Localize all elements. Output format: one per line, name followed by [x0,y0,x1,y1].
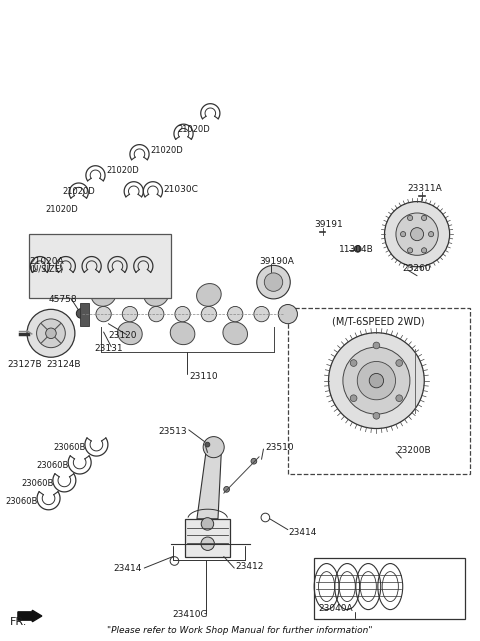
Ellipse shape [170,322,195,345]
Bar [288,308,470,474]
Bar [185,519,230,557]
Text: 23414: 23414 [288,528,316,537]
Circle shape [224,487,229,492]
Circle shape [205,442,210,447]
Text: 23060B: 23060B [53,444,86,453]
Text: 23131: 23131 [95,344,123,353]
Circle shape [408,247,413,253]
Text: 21030C: 21030C [163,185,198,194]
Text: 21020D: 21020D [46,204,78,213]
Text: 21020D: 21020D [107,166,139,176]
Text: 21020D: 21020D [177,126,210,135]
Text: 23060B: 23060B [21,479,54,488]
Circle shape [373,412,380,419]
Bar [80,303,89,326]
Text: 23127B: 23127B [7,360,42,369]
Circle shape [354,246,361,252]
Text: (M/T-6SPEED 2WD): (M/T-6SPEED 2WD) [333,317,425,327]
Text: 23060B: 23060B [5,497,38,506]
Text: FR.: FR. [10,617,28,627]
Text: 23110: 23110 [190,372,218,381]
Circle shape [46,328,56,338]
Text: 23260: 23260 [403,263,431,272]
Text: (U/SIZE): (U/SIZE) [29,265,64,274]
Circle shape [76,309,86,318]
Ellipse shape [144,283,168,306]
Text: 11304B: 11304B [338,245,373,254]
Text: 23412: 23412 [235,562,264,570]
Text: 23120: 23120 [108,331,137,340]
Bar [29,234,170,298]
Text: 21020D: 21020D [62,187,95,196]
Circle shape [278,304,298,324]
Circle shape [384,201,450,267]
FancyArrow shape [18,610,42,622]
Text: 23513: 23513 [159,428,187,437]
Circle shape [264,273,283,292]
Circle shape [251,458,257,464]
Text: 23040A: 23040A [318,604,353,613]
Ellipse shape [197,283,221,306]
Circle shape [400,231,406,237]
Circle shape [350,395,357,401]
Text: 23200B: 23200B [396,446,431,455]
Circle shape [36,319,65,347]
Text: 23414: 23414 [113,563,142,572]
Circle shape [27,310,75,357]
Circle shape [369,374,384,388]
Circle shape [396,213,438,255]
Circle shape [203,437,224,458]
Circle shape [149,306,164,322]
Text: 23060B: 23060B [36,461,69,470]
Circle shape [201,306,216,322]
Bar [314,558,465,619]
Circle shape [373,342,380,349]
Circle shape [429,231,434,237]
Circle shape [408,215,413,221]
Text: 39191: 39191 [314,220,343,229]
Polygon shape [197,442,221,519]
Ellipse shape [118,322,142,345]
Text: 21020D: 21020D [150,146,183,155]
Circle shape [96,306,111,322]
Text: "Please refer to Work Shop Manual for further information": "Please refer to Work Shop Manual for fu… [107,626,373,635]
Circle shape [421,215,427,221]
Text: 21020A: 21020A [29,257,64,266]
Text: 23124B: 23124B [47,360,81,369]
Circle shape [122,306,138,322]
Text: 23311A: 23311A [408,183,442,192]
Ellipse shape [223,322,248,345]
Circle shape [228,306,243,322]
Circle shape [328,333,424,429]
Text: 45758: 45758 [48,295,77,304]
Ellipse shape [91,283,116,306]
Text: 23510: 23510 [265,443,293,452]
Circle shape [257,265,290,299]
Circle shape [410,228,423,240]
Text: 23410G: 23410G [172,610,207,619]
Circle shape [396,360,403,367]
Text: 39190A: 39190A [259,257,294,266]
Circle shape [357,362,396,400]
Circle shape [421,247,427,253]
Circle shape [350,360,357,367]
Circle shape [396,395,403,401]
Circle shape [175,306,190,322]
Circle shape [201,518,214,530]
Circle shape [343,347,410,414]
Circle shape [254,306,269,322]
Circle shape [201,537,215,551]
